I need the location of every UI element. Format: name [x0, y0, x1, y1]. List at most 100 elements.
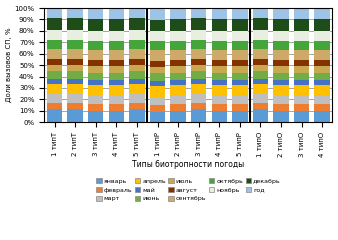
Bar	[47, 59, 62, 65]
Bar	[108, 80, 124, 85]
Bar	[253, 49, 268, 59]
Bar	[108, 85, 124, 96]
Bar	[232, 104, 247, 111]
Bar	[212, 50, 227, 60]
Bar	[88, 104, 103, 111]
Bar	[108, 111, 124, 122]
Bar	[294, 73, 309, 80]
Bar	[273, 104, 289, 111]
Bar	[150, 41, 165, 50]
Bar	[47, 94, 62, 103]
Bar	[212, 104, 227, 111]
Bar	[150, 112, 165, 122]
Bar	[150, 73, 165, 81]
Bar	[150, 61, 165, 67]
Bar	[212, 85, 227, 96]
Bar	[294, 60, 309, 66]
Bar	[47, 79, 62, 84]
Bar	[88, 85, 103, 96]
Bar	[232, 60, 247, 66]
Bar	[314, 85, 330, 96]
Bar	[129, 65, 145, 72]
Bar	[253, 103, 268, 109]
Bar	[253, 109, 268, 122]
Bar	[253, 40, 268, 49]
Bar	[170, 60, 186, 66]
Bar	[68, 84, 83, 94]
Bar	[108, 96, 124, 104]
Bar	[253, 94, 268, 103]
Bar	[273, 50, 289, 60]
Bar	[294, 104, 309, 111]
Bar	[150, 67, 165, 73]
Bar	[232, 50, 247, 60]
Bar	[129, 109, 145, 122]
Bar	[232, 73, 247, 80]
Bar	[232, 8, 247, 19]
X-axis label: Типы биотропности погоды: Типы биотропности погоды	[132, 160, 244, 169]
Bar	[47, 109, 62, 122]
Bar	[129, 72, 145, 79]
Bar	[212, 73, 227, 80]
Bar	[170, 19, 186, 31]
Bar	[314, 104, 330, 111]
Bar	[170, 85, 186, 96]
Bar	[253, 72, 268, 79]
Bar	[191, 103, 207, 109]
Bar	[294, 96, 309, 104]
Bar	[68, 30, 83, 40]
Bar	[150, 31, 165, 41]
Bar	[170, 8, 186, 19]
Bar	[314, 96, 330, 104]
Legend: январь, февраль, март, апрель, май, июнь, июль, август, сентябрь, октябрь, ноябр: январь, февраль, март, апрель, май, июнь…	[95, 177, 282, 203]
Bar	[88, 31, 103, 41]
Bar	[47, 103, 62, 109]
Bar	[88, 60, 103, 66]
Bar	[47, 84, 62, 94]
Bar	[314, 50, 330, 60]
Bar	[150, 86, 165, 96]
Y-axis label: Доли вызовов СП, %: Доли вызовов СП, %	[5, 28, 12, 102]
Bar	[253, 79, 268, 84]
Bar	[191, 59, 207, 65]
Bar	[314, 80, 330, 85]
Bar	[212, 111, 227, 122]
Bar	[232, 19, 247, 31]
Bar	[88, 19, 103, 31]
Bar	[170, 50, 186, 60]
Bar	[108, 60, 124, 66]
Bar	[212, 41, 227, 50]
Bar	[129, 84, 145, 94]
Bar	[191, 8, 207, 18]
Bar	[232, 85, 247, 96]
Bar	[47, 49, 62, 59]
Bar	[314, 73, 330, 80]
Bar	[88, 8, 103, 19]
Bar	[191, 72, 207, 79]
Bar	[88, 50, 103, 60]
Bar	[212, 31, 227, 41]
Bar	[170, 111, 186, 122]
Bar	[314, 111, 330, 122]
Bar	[88, 111, 103, 122]
Bar	[47, 65, 62, 72]
Bar	[294, 85, 309, 96]
Bar	[273, 85, 289, 96]
Bar	[108, 8, 124, 19]
Bar	[150, 20, 165, 31]
Bar	[108, 31, 124, 41]
Bar	[191, 84, 207, 94]
Bar	[273, 96, 289, 104]
Bar	[191, 109, 207, 122]
Bar	[191, 18, 207, 30]
Bar	[273, 31, 289, 41]
Bar	[68, 79, 83, 84]
Bar	[170, 73, 186, 80]
Bar	[68, 109, 83, 122]
Bar	[170, 96, 186, 104]
Bar	[68, 18, 83, 30]
Bar	[170, 41, 186, 50]
Bar	[88, 66, 103, 73]
Bar	[273, 73, 289, 80]
Bar	[68, 65, 83, 72]
